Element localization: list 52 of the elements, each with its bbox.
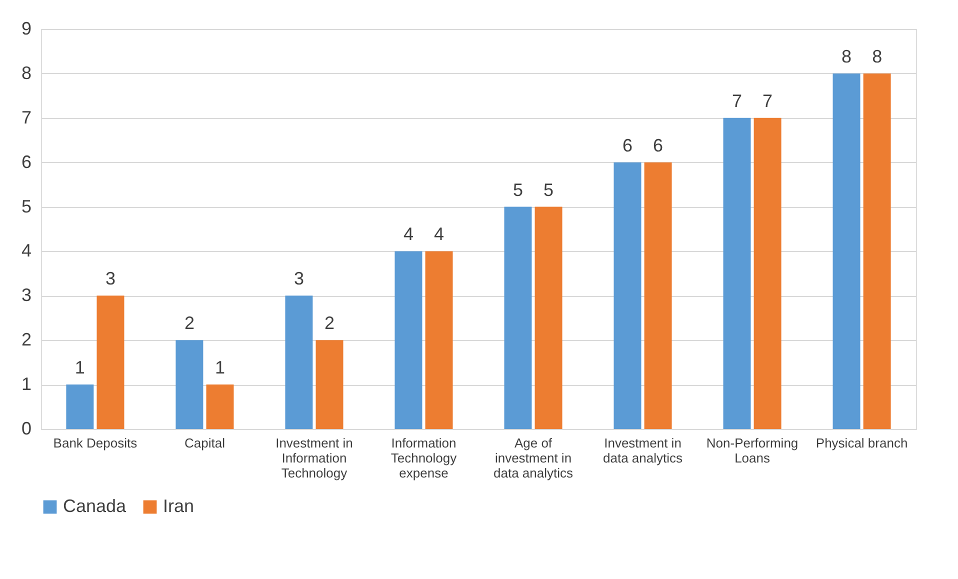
bar: [832, 73, 860, 429]
bar: [723, 118, 751, 429]
x-tick-label: Age of investment in data analytics: [494, 436, 574, 480]
y-tick-label: 8: [21, 62, 32, 83]
data-label: 6: [653, 135, 664, 156]
data-label: 2: [324, 313, 335, 334]
data-label: 8: [842, 46, 852, 66]
bar: [285, 296, 313, 429]
data-label: 3: [294, 268, 304, 289]
data-label: 4: [403, 224, 414, 244]
y-tick-label: 1: [21, 374, 32, 394]
x-tick-label: Capital: [184, 436, 226, 450]
legend-label: Canada: [63, 496, 128, 516]
y-tick-label: 4: [21, 240, 32, 261]
bar: [66, 384, 94, 429]
data-label: 5: [512, 180, 523, 200]
data-label: 5: [544, 180, 554, 200]
y-tick-label: 3: [21, 285, 32, 306]
bar: [534, 206, 562, 429]
y-tick-label: 0: [21, 418, 32, 438]
bar: [644, 162, 672, 429]
data-label: 7: [762, 90, 773, 111]
data-label: 1: [74, 358, 85, 378]
x-tick-label: Investment in Information Technology: [276, 436, 353, 480]
bar: [614, 162, 642, 429]
bar: [176, 340, 204, 429]
y-tick-label: 2: [21, 330, 32, 350]
data-label: 3: [105, 268, 116, 289]
x-tick-label: Physical branch: [816, 436, 908, 450]
y-tick-label: 5: [21, 196, 32, 216]
bar: [96, 296, 124, 429]
data-label: 2: [184, 313, 194, 334]
bar: [425, 251, 453, 429]
bar: [863, 73, 891, 429]
data-label: 1: [214, 358, 225, 378]
data-label: 8: [872, 46, 882, 66]
x-tick-label: Non-Performing Loans: [706, 436, 798, 466]
y-tick-label: 6: [21, 152, 32, 172]
legend-label: Iran: [163, 496, 194, 516]
bar: [504, 206, 532, 429]
x-tick-label: Information Technology expense: [390, 436, 458, 480]
bar: [754, 118, 782, 429]
bar: [316, 340, 344, 429]
y-tick-label: 9: [21, 18, 32, 38]
bar: [394, 251, 422, 429]
bar: [206, 384, 234, 429]
data-label: 6: [622, 135, 632, 156]
x-tick-label: Bank Deposits: [53, 436, 138, 450]
y-tick-label: 7: [21, 107, 32, 128]
data-label: 4: [434, 224, 444, 244]
x-tick-label: Investment in data analytics: [603, 436, 684, 466]
data-label: 7: [732, 90, 742, 111]
